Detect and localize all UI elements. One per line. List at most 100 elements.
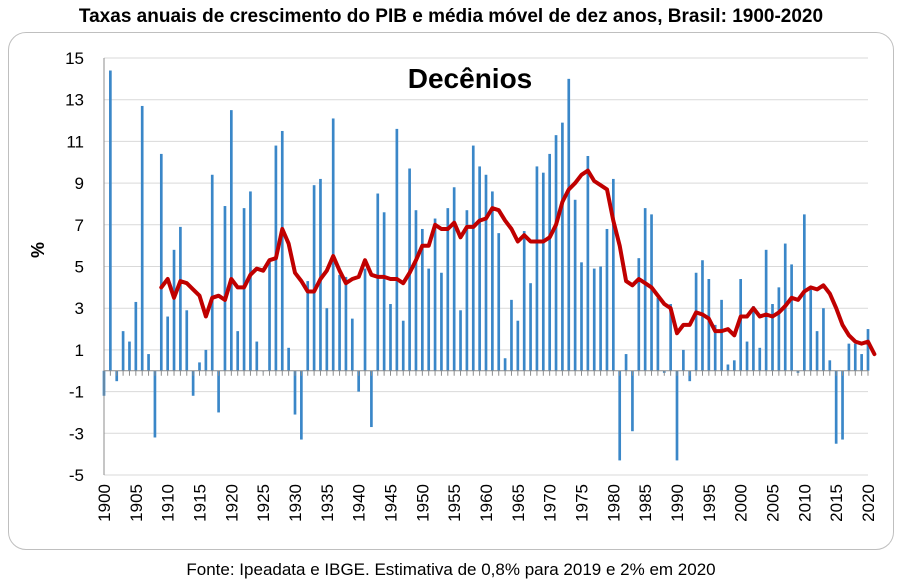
bar-1993 xyxy=(694,272,698,371)
bar-1953 xyxy=(440,272,443,371)
bar-1989 xyxy=(669,304,672,371)
bar-1924 xyxy=(255,341,259,371)
bar-1964 xyxy=(510,299,513,371)
x-tick-label: 2015 xyxy=(827,484,846,522)
y-tick-label: 1 xyxy=(75,341,84,360)
x-tick-label: 1965 xyxy=(509,484,528,522)
bar-1923 xyxy=(249,191,252,371)
bar-1911 xyxy=(172,249,176,371)
bar-2016 xyxy=(841,370,844,440)
x-tick-label: 1975 xyxy=(573,484,592,522)
bar-1996 xyxy=(713,324,717,371)
bar-1999 xyxy=(732,360,736,371)
y-tick-label: 13 xyxy=(65,91,84,110)
bar-1952 xyxy=(433,218,437,371)
bar-2020 xyxy=(866,329,870,371)
moving-average-layer xyxy=(159,168,877,357)
y-axis-label: % xyxy=(28,242,48,258)
bar-1947 xyxy=(401,320,405,371)
x-tick-label: 1955 xyxy=(445,484,464,522)
bar-1939 xyxy=(350,318,354,371)
x-tick-label: 1925 xyxy=(254,484,273,522)
bar-1937 xyxy=(338,274,341,371)
x-tick-label: 2000 xyxy=(732,484,751,522)
bar-1959 xyxy=(478,166,481,371)
bar-1928 xyxy=(280,130,284,371)
bar-1940 xyxy=(357,370,361,392)
bar-1985 xyxy=(643,208,647,371)
bar-1963 xyxy=(503,358,507,371)
bar-1956 xyxy=(459,310,462,371)
bar-1950 xyxy=(420,228,424,371)
x-tick-label: 1960 xyxy=(477,484,496,522)
growth-bars xyxy=(102,70,870,461)
bar-1921 xyxy=(236,331,240,371)
bar-1933 xyxy=(312,185,316,371)
bar-1931 xyxy=(300,370,303,440)
bar-1983 xyxy=(631,370,634,432)
bar-1995 xyxy=(707,279,711,371)
bar-2012 xyxy=(815,331,819,371)
x-tick-label: 1945 xyxy=(382,484,401,522)
bar-1990 xyxy=(675,370,679,461)
bar-2005 xyxy=(771,304,774,371)
x-tick-label: 1930 xyxy=(286,484,305,522)
y-tick-label: 5 xyxy=(75,258,84,277)
bar-1976 xyxy=(586,155,590,371)
x-tick-label: 1915 xyxy=(191,484,210,522)
x-tick-label: 1910 xyxy=(159,484,178,522)
chart-frame xyxy=(8,32,894,550)
x-tick-label: 1900 xyxy=(95,484,114,522)
bar-1955 xyxy=(452,187,456,371)
chart-annotation: Decênios xyxy=(408,63,533,94)
bar-1966 xyxy=(522,231,526,371)
bar-1920 xyxy=(229,110,233,371)
bar-1957 xyxy=(465,210,469,371)
bar-1975 xyxy=(580,262,583,371)
y-tick-label: -5 xyxy=(69,466,84,485)
bar-1949 xyxy=(414,210,418,371)
bar-1909 xyxy=(159,153,163,371)
bar-2003 xyxy=(758,347,762,371)
bar-1904 xyxy=(128,341,131,371)
bar-1929 xyxy=(287,347,290,371)
bar-1903 xyxy=(121,331,125,371)
axes xyxy=(103,58,869,475)
bar-1980 xyxy=(611,178,615,371)
x-tick-label: 1905 xyxy=(127,484,146,522)
bar-2002 xyxy=(752,306,755,371)
bar-1930 xyxy=(293,370,297,415)
tick-labels: 15 13 11 9 7 5 3 1 -1 -3 -5 1900 1905 1910 1915 1920 192… xyxy=(65,49,878,522)
bar-1997 xyxy=(720,299,723,371)
bar-1967 xyxy=(529,283,532,371)
bar-1968 xyxy=(535,166,539,371)
moving-average-line xyxy=(159,168,877,357)
bar-2014 xyxy=(828,360,832,371)
x-tick-label: 1935 xyxy=(318,484,337,522)
bar-1914 xyxy=(191,370,195,396)
bar-2008 xyxy=(790,264,793,371)
x-tick-label: 1950 xyxy=(413,484,432,522)
bar-1905 xyxy=(134,301,138,371)
bar-1979 xyxy=(605,228,609,371)
bar-1977 xyxy=(592,268,596,371)
bar-1965 xyxy=(516,320,520,371)
bar-1971 xyxy=(554,135,558,371)
x-tick-label: 1940 xyxy=(350,484,369,522)
bar-1958 xyxy=(471,145,475,371)
bar-1934 xyxy=(319,178,322,371)
bar-2004 xyxy=(764,249,768,371)
bar-1908 xyxy=(153,370,157,438)
bar-1902 xyxy=(115,370,119,382)
bar-2015 xyxy=(834,370,838,444)
x-tick-label: 1995 xyxy=(700,484,719,522)
bar-1992 xyxy=(688,370,692,382)
bar-1998 xyxy=(726,364,730,371)
bar-1916 xyxy=(204,349,208,371)
bar-1973 xyxy=(567,78,571,371)
y-tick-label: 3 xyxy=(75,299,84,318)
bar-1943 xyxy=(376,193,380,371)
bar-1969 xyxy=(541,172,545,371)
y-tick-label: -3 xyxy=(69,424,84,443)
